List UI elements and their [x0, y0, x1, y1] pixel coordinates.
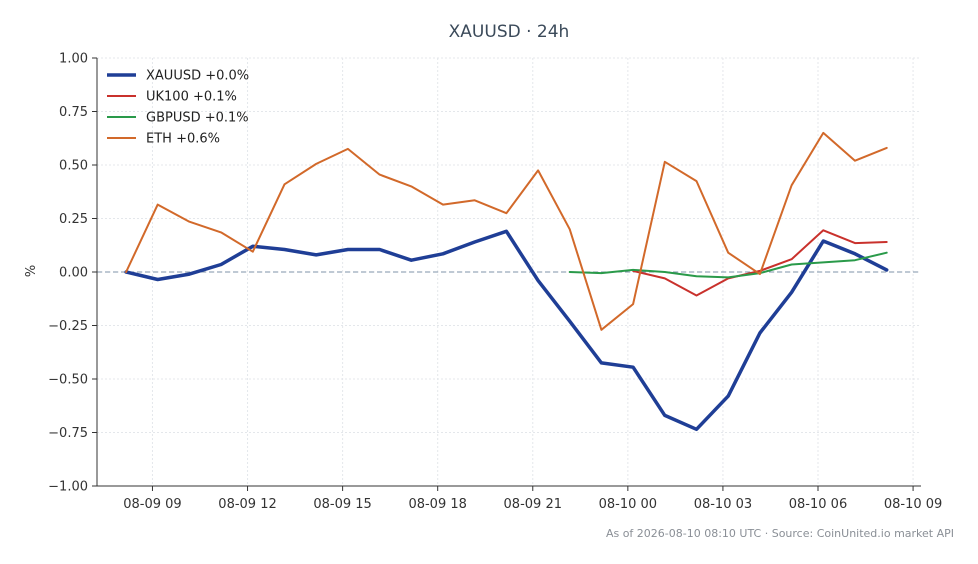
- y-axis-ticks: 1.00 0.75 0.50 0.25 0.00 −0.25 −0.50 −0.75 −1.00: [48, 52, 97, 495]
- y-tick-label: 1.00: [59, 52, 88, 67]
- legend-label: GBPUSD +0.1%: [146, 111, 249, 126]
- series-line-4: [125, 131, 888, 331]
- legend: XAUUSD +0.0% UK100 +0.1% GBPUSD +0.1% ETH +…: [107, 69, 249, 147]
- series-line-2: [632, 229, 888, 297]
- series-group: [124, 131, 889, 432]
- y-tick-label: 0.25: [59, 212, 88, 227]
- chart-title: XAUUSD · 24h: [449, 22, 570, 42]
- y-tick-label: −1.00: [48, 480, 88, 495]
- footer-note: As of 2026-08-10 08:10 UTC · Source: Coi…: [606, 527, 954, 540]
- y-tick-label: −0.75: [48, 426, 88, 441]
- y-tick-label: 0.00: [59, 266, 88, 281]
- x-tick-label: 08-09 21: [504, 497, 562, 512]
- series-line-3: [568, 251, 888, 279]
- legend-label: ETH +0.6%: [146, 132, 220, 147]
- x-tick-label: 08-09 18: [408, 497, 466, 512]
- y-axis-label: %: [24, 265, 39, 277]
- y-tick-label: −0.50: [48, 373, 88, 388]
- x-tick-label: 08-09 12: [218, 497, 276, 512]
- y-tick-label: −0.25: [48, 319, 88, 334]
- x-tick-label: 08-10 09: [884, 497, 942, 512]
- x-tick-label: 08-10 03: [694, 497, 752, 512]
- series-line-1: [124, 229, 889, 432]
- x-tick-label: 08-09 09: [123, 497, 181, 512]
- x-axis-ticks: 08-09 09 08-09 12 08-09 15 08-09 18 08-09 21…: [123, 486, 942, 512]
- x-tick-label: 08-10 00: [599, 497, 657, 512]
- y-tick-label: 0.50: [59, 159, 88, 174]
- legend-label: UK100 +0.1%: [146, 90, 237, 105]
- legend-label: XAUUSD +0.0%: [146, 69, 249, 84]
- y-tick-label: 0.75: [59, 105, 88, 120]
- x-tick-label: 08-10 06: [789, 497, 847, 512]
- x-tick-label: 08-09 15: [313, 497, 371, 512]
